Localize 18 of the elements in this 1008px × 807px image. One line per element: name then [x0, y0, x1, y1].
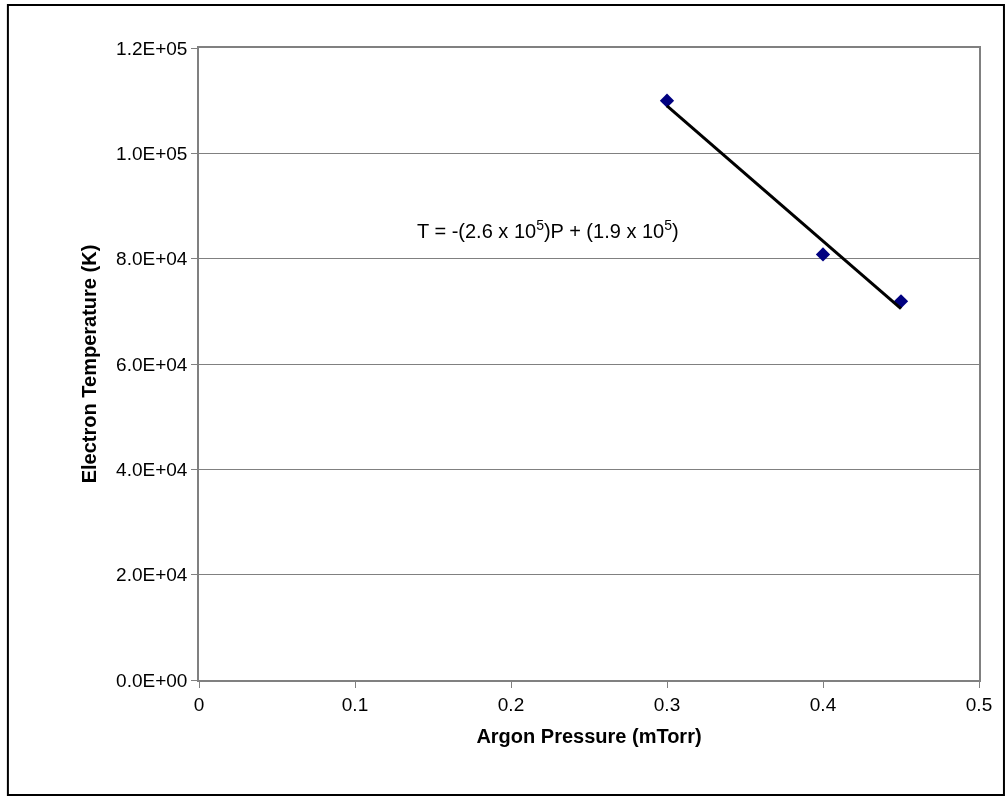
y-tick-label: 0.0E+00 — [116, 669, 188, 691]
x-tick-label: 0.3 — [653, 693, 681, 715]
x-tick-label: 0.2 — [497, 693, 525, 715]
y-tick-label: 8.0E+04 — [116, 248, 188, 270]
y-axis-title: Electron Temperature (K) — [78, 244, 101, 484]
y-tick-label: 4.0E+04 — [116, 458, 188, 480]
point — [815, 247, 831, 262]
annotation: T = -(2.6 x 10$^{5}$)P + (1.9 x 10$^{5}$) — [417, 217, 679, 243]
y-tick-label: 2.0E+04 — [116, 564, 188, 586]
y-tick-label: 6.0E+04 — [116, 353, 188, 375]
x-axis-title: Argon Pressure (mTorr) — [476, 724, 702, 747]
y-tick-label: 1.2E+05 — [116, 37, 188, 59]
x-tick-label: 0.5 — [965, 693, 993, 715]
x-tick-label: 0 — [193, 693, 205, 715]
point — [659, 93, 675, 108]
y-tick-label: 1.0E+05 — [116, 142, 188, 164]
x-tick-label: 0.1 — [341, 693, 369, 715]
x-tick-label: 0.4 — [809, 693, 837, 715]
